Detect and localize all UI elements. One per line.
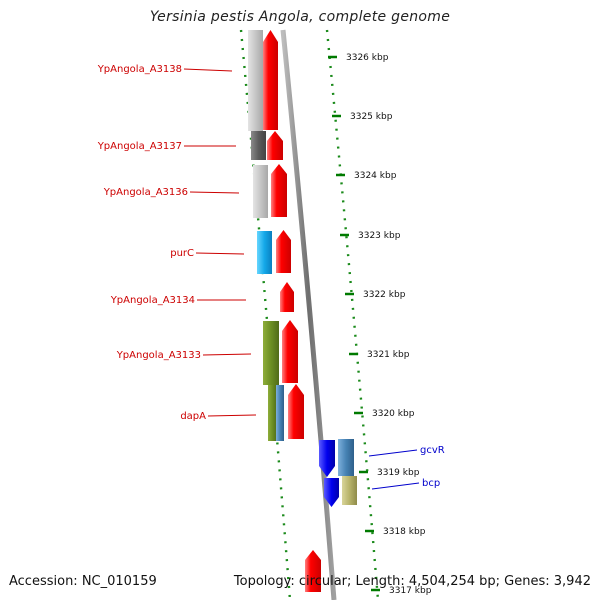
scale-label: 3324 kbp: [354, 171, 397, 181]
cds-arrow-dapa: [288, 384, 304, 439]
gene-label: YpAngola_A3136: [103, 187, 188, 198]
cds-arrow-ypangola-a3134: [280, 282, 294, 312]
gene-leader-line: [371, 482, 420, 490]
gene-leader-line: [183, 68, 233, 72]
gene-leader-line: [195, 252, 245, 255]
gene-label: dapA: [180, 411, 206, 422]
gene-label: YpAngola_A3134: [110, 295, 195, 306]
gene-leader-line: [207, 414, 257, 417]
gene-label: purC: [170, 248, 194, 259]
olive-block: [268, 385, 277, 441]
steel-block: [338, 439, 354, 476]
cyan-block: [257, 231, 272, 274]
scale-label: 3326 kbp: [346, 53, 389, 63]
scale-label: 3319 kbp: [377, 468, 420, 478]
scale-label: 3320 kbp: [372, 409, 415, 419]
genome-stats-label: Topology: circular; Length: 4,504,254 bp…: [233, 574, 591, 589]
gene-label: bcp: [422, 478, 440, 489]
cds-arrow-ypangola-a3133: [282, 320, 298, 383]
cds-arrow-ypangola-a3138: [263, 30, 278, 130]
olive-block: [263, 321, 279, 385]
genome-backbone: [280, 29, 337, 600]
scale-label: 3318 kbp: [383, 527, 426, 537]
gene-label: YpAngola_A3137: [97, 141, 182, 152]
scale-label: 3322 kbp: [363, 290, 406, 300]
cds-arrow-purc: [276, 230, 291, 273]
scale-label: 3325 kbp: [350, 112, 393, 122]
inner-dotted-ring: [325, 29, 380, 600]
cds-arrow-bottom: [305, 550, 321, 592]
gene-label: gcvR: [420, 445, 445, 456]
cds-arrow-ypangola-a3137: [267, 131, 283, 160]
label-layer: YpAngola_A3138 YpAngola_A3137 YpAngola_A31…: [97, 64, 445, 490]
dark-gray-block: [251, 131, 266, 160]
scale-label: 3323 kbp: [358, 231, 401, 241]
outer-dotted-ring: [239, 29, 292, 600]
gene-leader-line: [202, 353, 252, 356]
gene-leader-line: [189, 191, 240, 194]
gray-block: [253, 165, 268, 218]
map-title: Yersinia pestis Angola, complete genome: [149, 9, 451, 25]
cds-arrow-ypangola-a3136: [271, 164, 287, 217]
cds-arrow-bcp: [324, 478, 339, 507]
scale-label: 3317 kbp: [389, 586, 432, 596]
khaki-block: [342, 476, 357, 505]
cds-arrow-gcvr: [319, 440, 335, 477]
accession-label: Accession: NC_010159: [9, 574, 157, 589]
gray-block: [248, 30, 263, 131]
scale-layer: 3326 kbp 3325 kbp 3324 kbp 3323 kbp 3322 kbp…: [328, 53, 432, 596]
steel-block: [276, 385, 284, 441]
gene-leader-line: [368, 449, 418, 457]
scale-label: 3321 kbp: [367, 350, 410, 360]
gene-label: YpAngola_A3133: [116, 350, 201, 361]
gene-label: YpAngola_A3138: [97, 64, 182, 75]
